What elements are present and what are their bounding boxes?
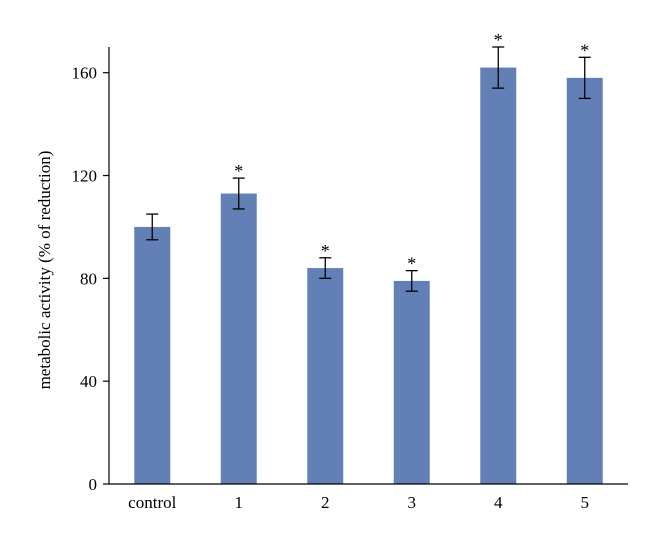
y-tick-label-0: 0	[89, 475, 98, 494]
axes-layer	[103, 47, 628, 485]
bar-2	[307, 268, 344, 484]
bar-4	[480, 67, 517, 485]
x-tick-label-2: 2	[321, 493, 330, 512]
labels-layer: 0 40 80 120 160 control * 1 * 2 * 3 * 4 * 5	[72, 30, 590, 512]
y-axis-label: metabolic activity (% of reduction)	[35, 151, 54, 390]
bar-3	[393, 280, 430, 484]
x-tick-label-1: 1	[235, 493, 244, 512]
bar-5	[566, 77, 603, 485]
x-tick-label-5: 5	[581, 493, 590, 512]
y-tick-label-120: 120	[72, 167, 98, 186]
bars-layer	[134, 46, 603, 485]
significance-marker-5: *	[580, 40, 589, 60]
significance-marker-3: *	[407, 254, 416, 274]
significance-marker-1: *	[234, 161, 243, 181]
bar-1	[220, 193, 257, 484]
bar-control	[134, 226, 171, 485]
x-tick-label-4: 4	[494, 493, 503, 512]
significance-marker-2: *	[321, 241, 330, 261]
x-tick-label-3: 3	[408, 493, 417, 512]
significance-marker-4: *	[494, 30, 503, 50]
y-tick-label-160: 160	[72, 64, 98, 83]
y-tick-label-80: 80	[80, 269, 97, 288]
y-tick-label-40: 40	[80, 372, 97, 391]
x-tick-label-control: control	[128, 493, 176, 512]
